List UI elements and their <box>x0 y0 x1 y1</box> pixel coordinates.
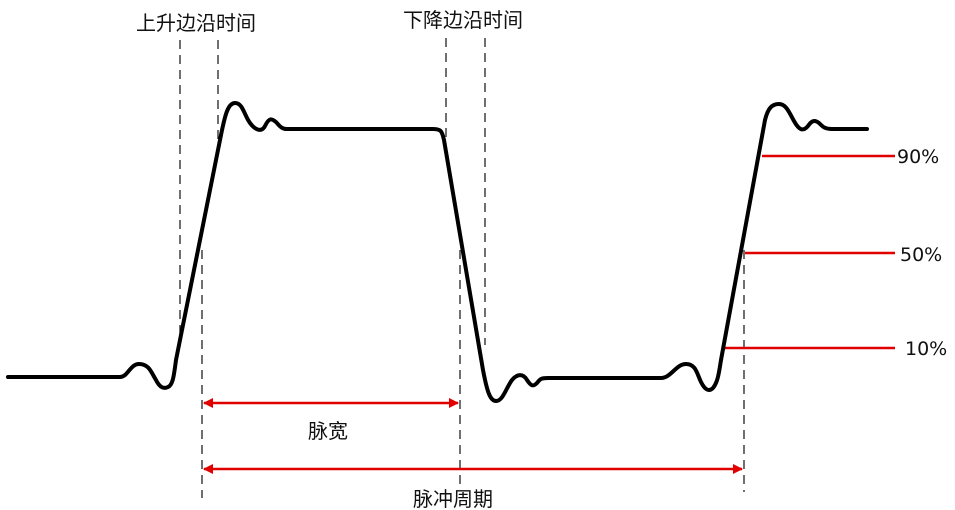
dashed-guides <box>179 38 745 498</box>
pulse-waveform <box>6 101 869 403</box>
fall-time-label: 下降边沿时间 <box>403 8 523 32</box>
pulse-period-label: 脉冲周期 <box>413 487 493 510</box>
level-50-label: 50% <box>900 244 942 266</box>
level-90-label: 90% <box>897 146 939 168</box>
pulse-width-label: 脉宽 <box>308 419 348 443</box>
level-markers <box>722 154 895 350</box>
level-10-label: 10% <box>905 338 947 360</box>
rise-time-label: 上升边沿时间 <box>136 11 256 35</box>
